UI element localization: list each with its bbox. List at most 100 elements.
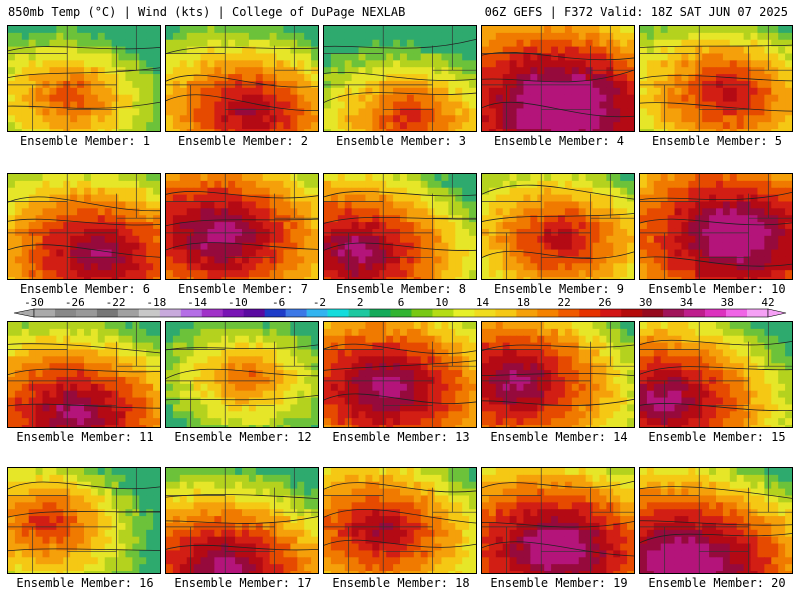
isotherm-contour: [640, 218, 792, 226]
colorbar-tick-label: -30: [24, 296, 44, 309]
isotherm-contour: [8, 46, 160, 52]
colorbar-swatch: [75, 309, 98, 317]
colorbar-swatch: [327, 309, 349, 317]
ensemble-member-map: [165, 467, 319, 574]
colorbar-swatch: [516, 309, 538, 317]
isotherm-contour: [166, 242, 318, 251]
isotherm-contour: [640, 533, 792, 544]
isotherm-contour: [482, 480, 634, 489]
state-borders: [324, 26, 476, 131]
colorbar-tick-label: -18: [146, 296, 166, 309]
ensemble-member-map: [7, 173, 161, 280]
colorbar-swatch: [222, 309, 245, 317]
isotherm-contour: [640, 366, 792, 375]
isotherm-contour: [482, 521, 634, 528]
isotherm-contour: [640, 520, 792, 526]
colorbar-tick-label: 10: [435, 296, 448, 309]
state-borders: [324, 468, 476, 573]
isotherm-contour: [324, 72, 476, 81]
member-caption: Ensemble Member: 8: [335, 282, 467, 296]
colorbar-swatch: [34, 309, 56, 317]
colorbar-tick-label: 42: [761, 296, 774, 309]
ensemble-member-map: [7, 321, 161, 428]
colorbar-tick-label: 34: [680, 296, 694, 309]
colorbar-tick-label: -14: [187, 296, 207, 309]
colorbar-tick-label: 26: [598, 296, 611, 309]
colorbar-tick-label: 38: [721, 296, 734, 309]
temperature-field-map: [482, 322, 634, 427]
isotherm-contour: [8, 244, 160, 258]
isotherm-contour: [640, 191, 792, 201]
member-caption: Ensemble Member: 1: [19, 134, 151, 148]
colorbar-tick-label: 22: [557, 296, 570, 309]
colorbar-swatch: [243, 309, 265, 317]
colorbar-swatch: [264, 309, 286, 317]
isotherm-contour: [640, 403, 792, 412]
temperature-field-map: [640, 468, 792, 573]
isotherm-contour: [640, 74, 792, 82]
member-caption: Ensemble Member: 13: [332, 430, 470, 444]
colorbar-swatch: [348, 309, 370, 317]
isotherm-contour: [166, 191, 318, 199]
member-caption: Ensemble Member: 20: [648, 576, 786, 590]
isotherm-contour: [166, 395, 318, 401]
member-caption: Ensemble Member: 5: [651, 134, 783, 148]
state-borders: [640, 26, 792, 131]
colorbar-swatch: [117, 309, 140, 317]
temperature-field-map: [324, 468, 476, 573]
colorbar-swatch: [390, 309, 412, 317]
colorbar-swatch: [495, 309, 517, 317]
isotherm-contour: [324, 360, 476, 371]
ensemble-member-map: [323, 467, 477, 574]
ensemble-member-map: [639, 467, 793, 574]
ensemble-member-map: [639, 25, 793, 132]
colorbar-swatch: [369, 309, 391, 317]
chart-title: 850mb Temp (°C) | Wind (kts) | College o…: [8, 5, 406, 19]
isotherm-contour: [324, 92, 476, 103]
ensemble-member-map: [323, 321, 477, 428]
colorbar-tick-label: -26: [65, 296, 85, 309]
member-caption: Ensemble Member: 12: [174, 430, 312, 444]
isotherm-contour: [324, 482, 476, 493]
isotherm-contour: [166, 74, 318, 88]
ensemble-member-map: [165, 25, 319, 132]
isotherm-contour: [482, 541, 634, 557]
isotherm-contour: [640, 339, 792, 346]
isotherm-contour: [166, 344, 318, 351]
colorbar-swatch: [642, 309, 664, 317]
isotherm-contour: [640, 102, 792, 112]
isotherm-contour: [482, 250, 634, 259]
isotherm-contour: [482, 101, 634, 118]
isotherm-contour: [166, 368, 318, 379]
temperature-field-map: [8, 322, 160, 427]
colorbar-swatch: [453, 309, 475, 317]
temperature-field-map: [8, 26, 160, 131]
colorbar-tick-label: -2: [313, 296, 326, 309]
colorbar-tick-label: -10: [228, 296, 248, 309]
colorbar-swatch: [432, 309, 454, 317]
state-borders: [640, 468, 792, 573]
colorbar-swatch: [684, 309, 706, 317]
isotherm-contour: [482, 184, 634, 200]
member-caption: Ensemble Member: 17: [174, 576, 312, 590]
ensemble-member-map: [7, 467, 161, 574]
colorbar-graphic: -30 -26 -22 -18 -14 -10 -6 -2 2 6 10 14 18 22 26 30 34 38…: [13, 296, 787, 318]
colorbar-swatch: [537, 309, 559, 317]
valid-time-label: 06Z GEFS | F372 Valid: 18Z SAT JUN 07 20…: [484, 5, 788, 19]
colorbar-swatch: [558, 309, 580, 317]
state-borders: [166, 174, 318, 279]
member-caption: Ensemble Member: 4: [493, 134, 625, 148]
colorbar-swatch: [621, 309, 643, 317]
colorbar-tick-label: 14: [476, 296, 490, 309]
ensemble-member-map: [165, 321, 319, 428]
colorbar-swatch: [705, 309, 727, 317]
ensemble-member-map: [639, 173, 793, 280]
state-borders: [166, 26, 318, 131]
temperature-field-map: [166, 468, 318, 573]
isotherm-contour: [324, 216, 476, 224]
member-caption: Ensemble Member: 18: [332, 576, 470, 590]
ensemble-member-map: [165, 173, 319, 280]
colorbar-swatch: [138, 309, 161, 317]
isotherm-contour: [324, 343, 476, 354]
colorbar-swatch: [663, 309, 685, 317]
